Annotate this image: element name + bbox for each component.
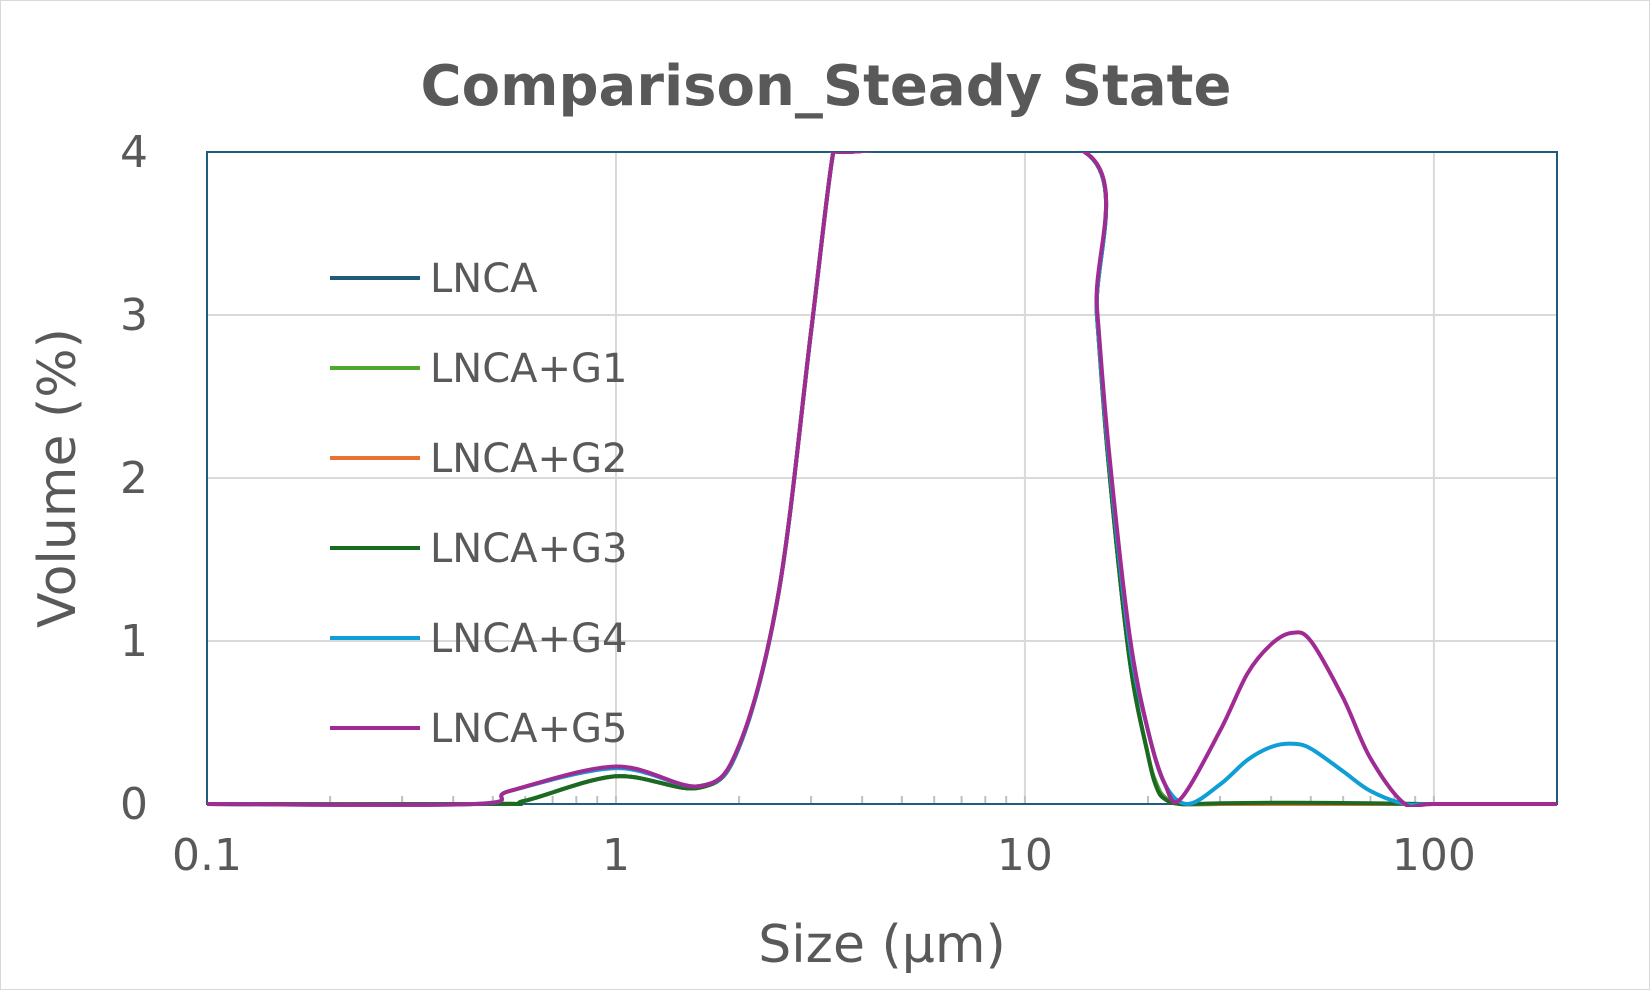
y-tick-label: 2 [120,453,148,504]
chart-title: Comparison_Steady State [421,54,1232,119]
series-line-2 [207,152,1557,807]
y-tick-label: 0 [120,779,148,830]
series-line-5 [207,152,1557,807]
grid-lines [207,152,1557,804]
legend-item: LNCA+G4 [330,616,627,662]
legend-item: LNCA+G1 [330,346,627,392]
legend-label: LNCA+G1 [430,346,627,392]
legend-item: LNCA+G5 [330,706,627,752]
x-tick-label: 10 [997,830,1053,881]
legend-item: LNCA+G3 [330,526,627,572]
y-tick-label: 1 [120,616,148,667]
x-tick-label: 1 [602,830,630,881]
y-tick-label: 4 [120,127,148,178]
series-line-1 [207,152,1557,807]
series-line-4 [207,152,1557,807]
legend-label: LNCA [430,256,538,302]
legend-label: LNCA+G3 [430,526,627,572]
y-axis-label: Volume (%) [28,328,88,628]
x-tick-label: 0.1 [172,830,242,881]
legend: LNCA LNCA+G1 LNCA+G2 LNCA+G3 LNCA+G4 LNCA+G5 [330,256,627,752]
series-line-3 [207,152,1557,807]
legend-item: LNCA [330,256,538,302]
x-tick-labels: 0.1 1 10 100 [172,830,1476,881]
x-axis-label: Size (μm) [758,915,1006,975]
series-lines [207,152,1557,807]
x-tick-label: 100 [1392,830,1476,881]
plot-area-border [206,151,1558,805]
series-line-6 [207,152,1557,807]
legend-label: LNCA+G5 [430,706,627,752]
y-tick-label: 3 [120,290,148,341]
legend-item: LNCA+G2 [330,436,627,482]
legend-label: LNCA+G4 [430,616,627,662]
legend-label: LNCA+G2 [430,436,627,482]
y-tick-labels: 0 1 2 3 4 [120,127,148,830]
